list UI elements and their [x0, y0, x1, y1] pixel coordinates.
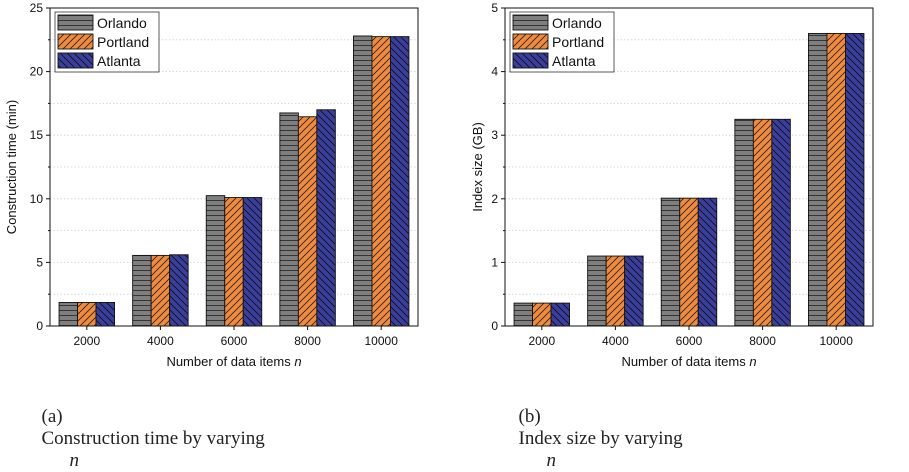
y-tick-label: 25 — [30, 1, 44, 15]
legend-swatch-atlanta — [57, 52, 94, 69]
caption-b-label: (b) — [518, 406, 541, 427]
y-tick-label: 4 — [491, 65, 498, 79]
y-tick-label: 20 — [30, 65, 44, 79]
bar-orlando-4000 — [587, 255, 607, 327]
bar-atlanta-2000 — [95, 302, 116, 327]
legend-label-portland: Portland — [97, 34, 149, 50]
bar-atlanta-6000 — [242, 197, 263, 327]
y-tick-label: 5 — [36, 255, 43, 269]
y-tick-label: 5 — [491, 1, 498, 15]
bar-orlando-2000 — [513, 302, 533, 327]
bar-atlanta-8000 — [771, 118, 791, 327]
x-tick-label: 6000 — [676, 334, 703, 348]
caption-a-var: n — [69, 450, 80, 471]
caption-a: (a) Construction time by varying n — [32, 384, 265, 472]
legend-label-atlanta: Atlanta — [552, 53, 596, 69]
x-tick-label: 10000 — [365, 334, 399, 348]
construction-time-chart: 0 5 10 15 20 25 2000 4000 6000 8000 10000 Number of… — [4, 1, 419, 369]
caption-b: (b) Index size by varying n — [509, 384, 683, 472]
y-axis-label: Construction time (min) — [4, 100, 19, 234]
bar-orlando-4000 — [132, 254, 152, 327]
bar-orlando-6000 — [660, 197, 681, 327]
legend-label-portland: Portland — [552, 34, 604, 50]
legend-label-orlando: Orlando — [552, 15, 602, 31]
bar-orlando-2000 — [58, 302, 78, 327]
x-tick-label: 4000 — [602, 334, 629, 348]
legend-swatch-portland — [512, 33, 549, 50]
legend-swatch-orlando — [57, 14, 94, 31]
bar-atlanta-4000 — [624, 255, 644, 327]
y-tick-label: 15 — [30, 128, 44, 142]
bar-atlanta-10000 — [390, 36, 410, 327]
legend-swatch-atlanta — [512, 52, 549, 69]
legend-label-atlanta: Atlanta — [97, 53, 141, 69]
legend-swatch-portland — [57, 33, 94, 50]
y-tick-label: 3 — [491, 128, 498, 142]
bar-atlanta-6000 — [697, 197, 718, 327]
bar-atlanta-10000 — [845, 32, 865, 327]
bar-orlando-6000 — [205, 195, 226, 327]
x-tick-label: 2000 — [528, 334, 555, 348]
bar-portland-2000 — [77, 302, 97, 327]
legend-label-orlando: Orlando — [97, 15, 147, 31]
caption-b-text: Index size by varying — [518, 428, 683, 449]
bar-orlando-10000 — [808, 32, 828, 327]
y-tick-label: 10 — [30, 192, 44, 206]
bar-portland-8000 — [297, 116, 318, 327]
bar-atlanta-2000 — [550, 302, 570, 327]
bar-portland-2000 — [532, 302, 552, 327]
bar-atlanta-8000 — [316, 109, 336, 327]
y-tick-label: 0 — [36, 319, 43, 333]
x-tick-label: 4000 — [147, 334, 174, 348]
caption-a-text: Construction time by varying — [41, 428, 265, 449]
bar-portland-4000 — [605, 255, 626, 327]
bar-portland-4000 — [150, 254, 171, 327]
x-axis-label: Number of data items n — [166, 354, 301, 369]
y-tick-label: 1 — [491, 255, 498, 269]
bar-portland-10000 — [826, 32, 846, 327]
index-size-chart: 0 1 2 3 4 5 2000 4000 6000 8000 10000 Number of dat… — [470, 1, 874, 369]
y-tick-label: 0 — [491, 319, 498, 333]
x-tick-label: 2000 — [73, 334, 100, 348]
x-tick-label: 10000 — [820, 334, 854, 348]
bar-atlanta-4000 — [169, 254, 189, 327]
x-tick-label: 8000 — [749, 334, 776, 348]
caption-a-label: (a) — [41, 406, 63, 427]
bar-portland-6000 — [679, 197, 699, 327]
x-tick-label: 6000 — [221, 334, 248, 348]
caption-b-var: n — [546, 450, 557, 471]
x-axis-label: Number of data items n — [621, 354, 756, 369]
y-tick-label: 2 — [491, 192, 498, 206]
bar-orlando-10000 — [353, 35, 373, 327]
bar-portland-8000 — [752, 118, 773, 327]
legend-swatch-orlando — [512, 14, 549, 31]
bar-orlando-8000 — [734, 118, 754, 327]
x-tick-label: 8000 — [294, 334, 321, 348]
bar-portland-6000 — [224, 197, 244, 327]
bar-orlando-8000 — [279, 112, 299, 327]
y-axis-label: Index size (GB) — [470, 122, 485, 212]
bar-portland-10000 — [371, 36, 391, 327]
